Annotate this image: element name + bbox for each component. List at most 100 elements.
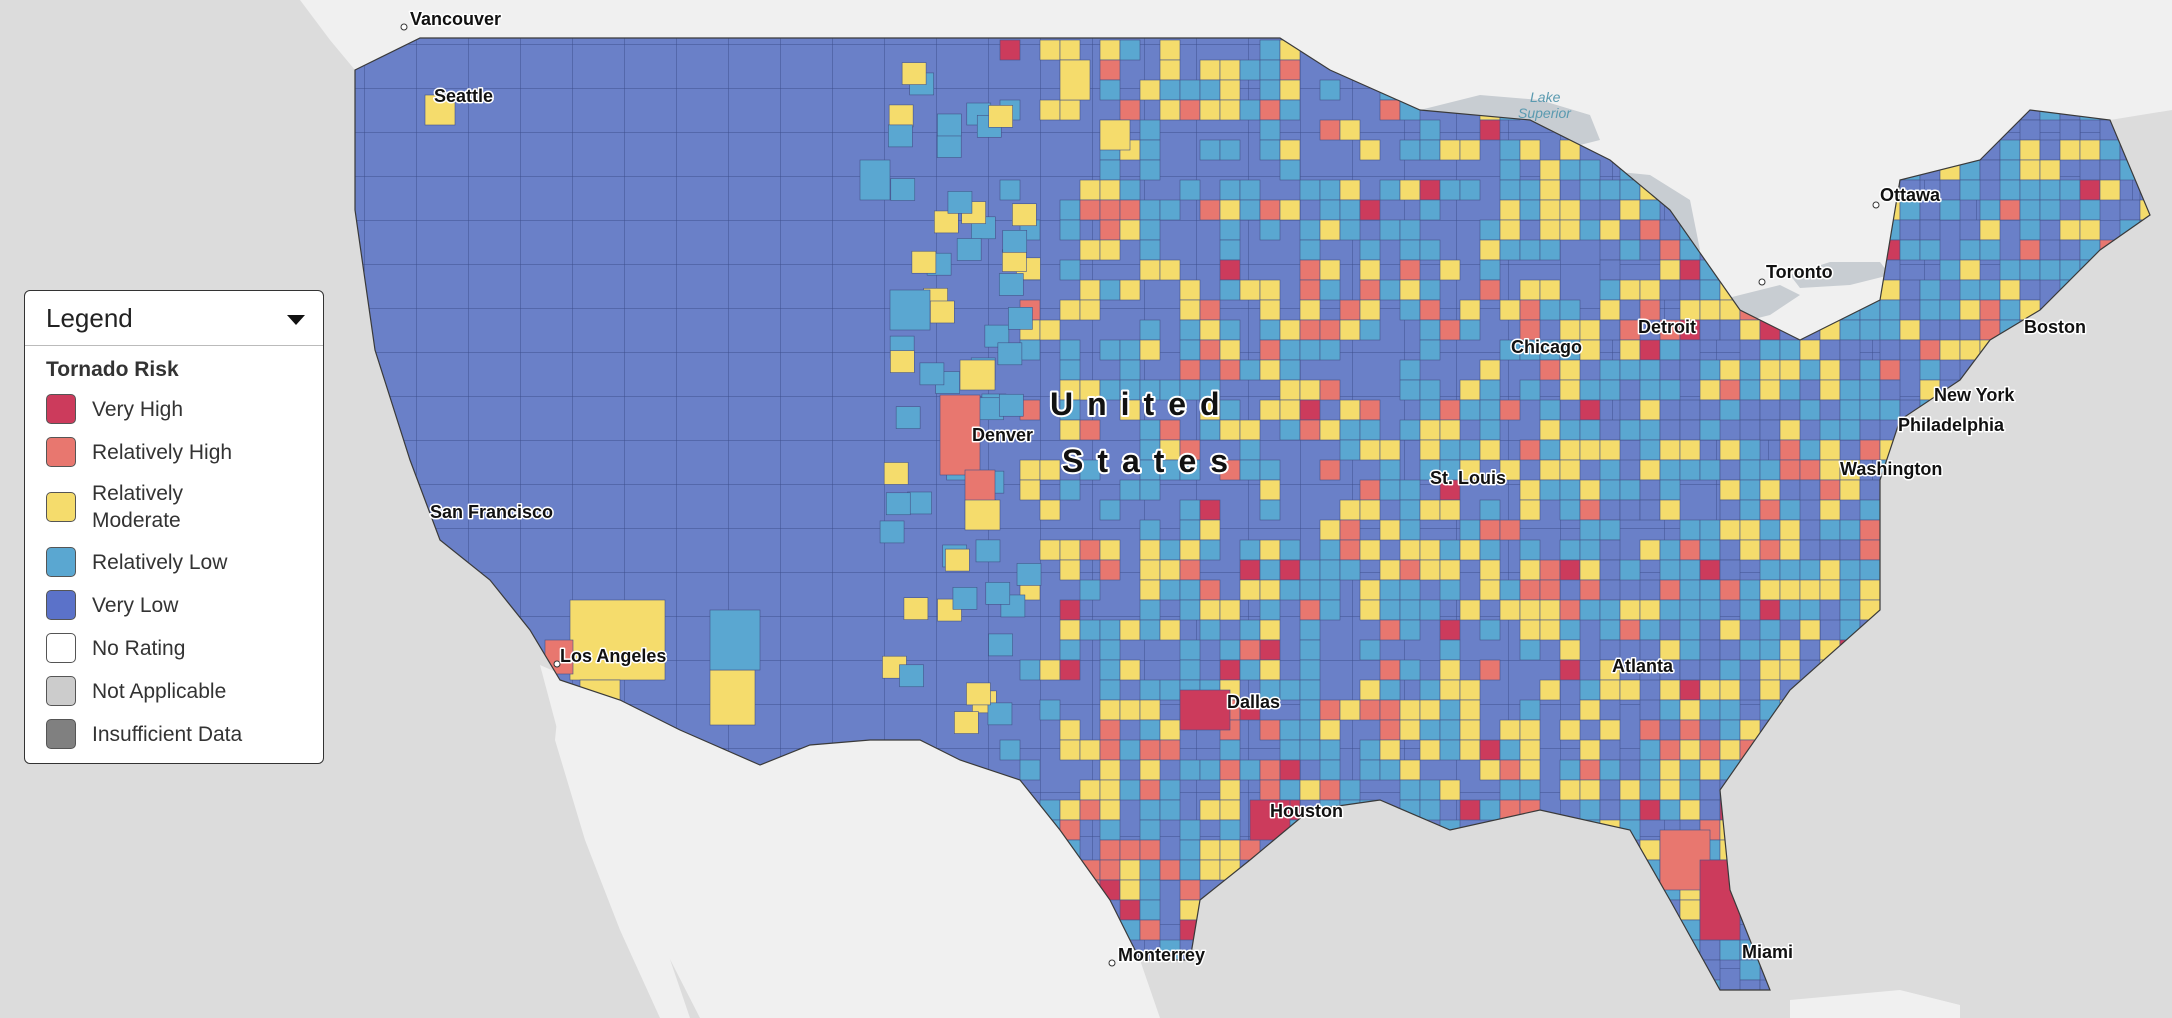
county-cell xyxy=(1539,279,1561,301)
city-detroit[interactable]: Detroit xyxy=(1637,316,1698,339)
county-cell xyxy=(1679,799,1701,821)
county-cell xyxy=(1359,599,1381,621)
county-cell xyxy=(1599,439,1621,461)
county-cell xyxy=(1359,579,1381,601)
county-cell xyxy=(1039,659,1061,681)
county-cell xyxy=(1639,699,1661,721)
city-seattle[interactable]: Seattle xyxy=(433,85,495,108)
county-cell xyxy=(1439,699,1461,721)
county-cell xyxy=(1459,179,1481,201)
county-cell xyxy=(1139,139,1161,161)
county-cell xyxy=(1219,139,1241,161)
county-cell xyxy=(1799,359,1821,381)
county-cell xyxy=(2019,179,2041,201)
county-cell xyxy=(1739,959,1761,981)
county-cell xyxy=(1259,319,1281,341)
city-denver[interactable]: Denver xyxy=(971,424,1035,447)
county-cell xyxy=(1739,979,1761,990)
county-cell xyxy=(1599,599,1621,621)
city-los-angeles[interactable]: Los Angeles xyxy=(559,645,668,668)
county-cell xyxy=(1559,459,1581,481)
city-atlanta[interactable]: Atlanta xyxy=(1611,655,1676,678)
county-cell xyxy=(1519,739,1541,761)
county-cell xyxy=(1699,379,1721,401)
county-cell xyxy=(1139,599,1161,621)
county-cell xyxy=(1059,639,1081,661)
county-cell xyxy=(1699,779,1721,801)
county-cell xyxy=(1299,239,1321,261)
county-cell xyxy=(1139,339,1161,361)
city-miami[interactable]: Miami xyxy=(1741,941,1795,964)
city-boston[interactable]: Boston xyxy=(2023,316,2088,339)
county-cell xyxy=(1079,739,1101,761)
county-cell xyxy=(1179,79,1201,101)
county-cell xyxy=(1779,399,1801,421)
county-cell xyxy=(1199,319,1221,341)
county-cell xyxy=(1659,719,1681,741)
legend-label: No Rating xyxy=(92,636,186,660)
county-cell xyxy=(1539,679,1561,701)
caribbean-land xyxy=(1790,990,1960,1018)
city-st-louis[interactable]: St. Louis xyxy=(1429,467,1508,490)
county-cell xyxy=(1179,689,1231,731)
county-cell xyxy=(1159,799,1181,821)
county-cell xyxy=(1179,759,1201,781)
county-cell xyxy=(1039,459,1061,481)
city-washington[interactable]: Washington xyxy=(1839,458,1944,481)
city-philadelphia[interactable]: Philadelphia xyxy=(1897,414,2007,437)
city-san-francisco[interactable]: San Francisco xyxy=(429,501,555,524)
county-cell xyxy=(1619,779,1641,801)
county-cell xyxy=(2139,199,2150,221)
county-cell xyxy=(1399,699,1421,721)
county-cell xyxy=(2059,119,2081,141)
county-cell xyxy=(1419,559,1441,581)
county-cell xyxy=(1319,179,1341,201)
county-cell xyxy=(1299,579,1321,601)
county-cell xyxy=(1119,199,1141,221)
legend-header[interactable]: Legend xyxy=(25,291,323,346)
county-cell xyxy=(1319,259,1341,281)
county-cell xyxy=(1599,619,1621,641)
county-cell xyxy=(1799,379,1821,401)
city-toronto[interactable]: Toronto xyxy=(1765,261,1835,284)
county-cell xyxy=(1559,539,1581,561)
county-cell xyxy=(1139,259,1161,281)
city-houston[interactable]: Houston xyxy=(1269,800,1345,823)
county-cell xyxy=(1299,659,1321,681)
county-cell xyxy=(1839,419,1861,441)
city-dallas[interactable]: Dallas xyxy=(1226,691,1282,714)
county-cell xyxy=(1479,279,1501,301)
county-cell xyxy=(1539,179,1561,201)
county-cell xyxy=(1739,419,1761,441)
county-cell xyxy=(1419,279,1441,301)
county-cell xyxy=(1599,299,1621,321)
city-monterrey[interactable]: Monterrey xyxy=(1117,944,1207,967)
chevron-down-icon[interactable] xyxy=(287,315,305,325)
county-cell xyxy=(1259,579,1281,601)
county-cell xyxy=(1579,499,1601,521)
county-cell xyxy=(1199,419,1221,441)
county-cell xyxy=(1679,519,1701,541)
county-cell xyxy=(1559,359,1581,381)
county-cell xyxy=(1419,139,1441,161)
county-cell xyxy=(959,359,996,391)
county-cell xyxy=(1239,99,1261,121)
city-vancouver[interactable]: Vancouver xyxy=(409,8,503,31)
county-cell xyxy=(1619,299,1641,321)
county-cell xyxy=(1099,779,1121,801)
county-cell xyxy=(1819,359,1841,381)
county-cell xyxy=(1419,539,1441,561)
city-ottawa[interactable]: Ottawa xyxy=(1879,184,1943,207)
county-cell xyxy=(1519,479,1541,501)
city-chicago[interactable]: Chicago xyxy=(1510,336,1584,359)
swatch-relatively-moderate xyxy=(46,492,76,522)
county-cell xyxy=(1639,339,1661,361)
city-new-york[interactable]: New York xyxy=(1933,384,2017,407)
county-cell xyxy=(1599,519,1621,541)
county-cell xyxy=(1779,559,1801,581)
county-cell xyxy=(1959,279,1981,301)
county-cell xyxy=(2039,239,2061,261)
county-cell xyxy=(1619,459,1641,481)
